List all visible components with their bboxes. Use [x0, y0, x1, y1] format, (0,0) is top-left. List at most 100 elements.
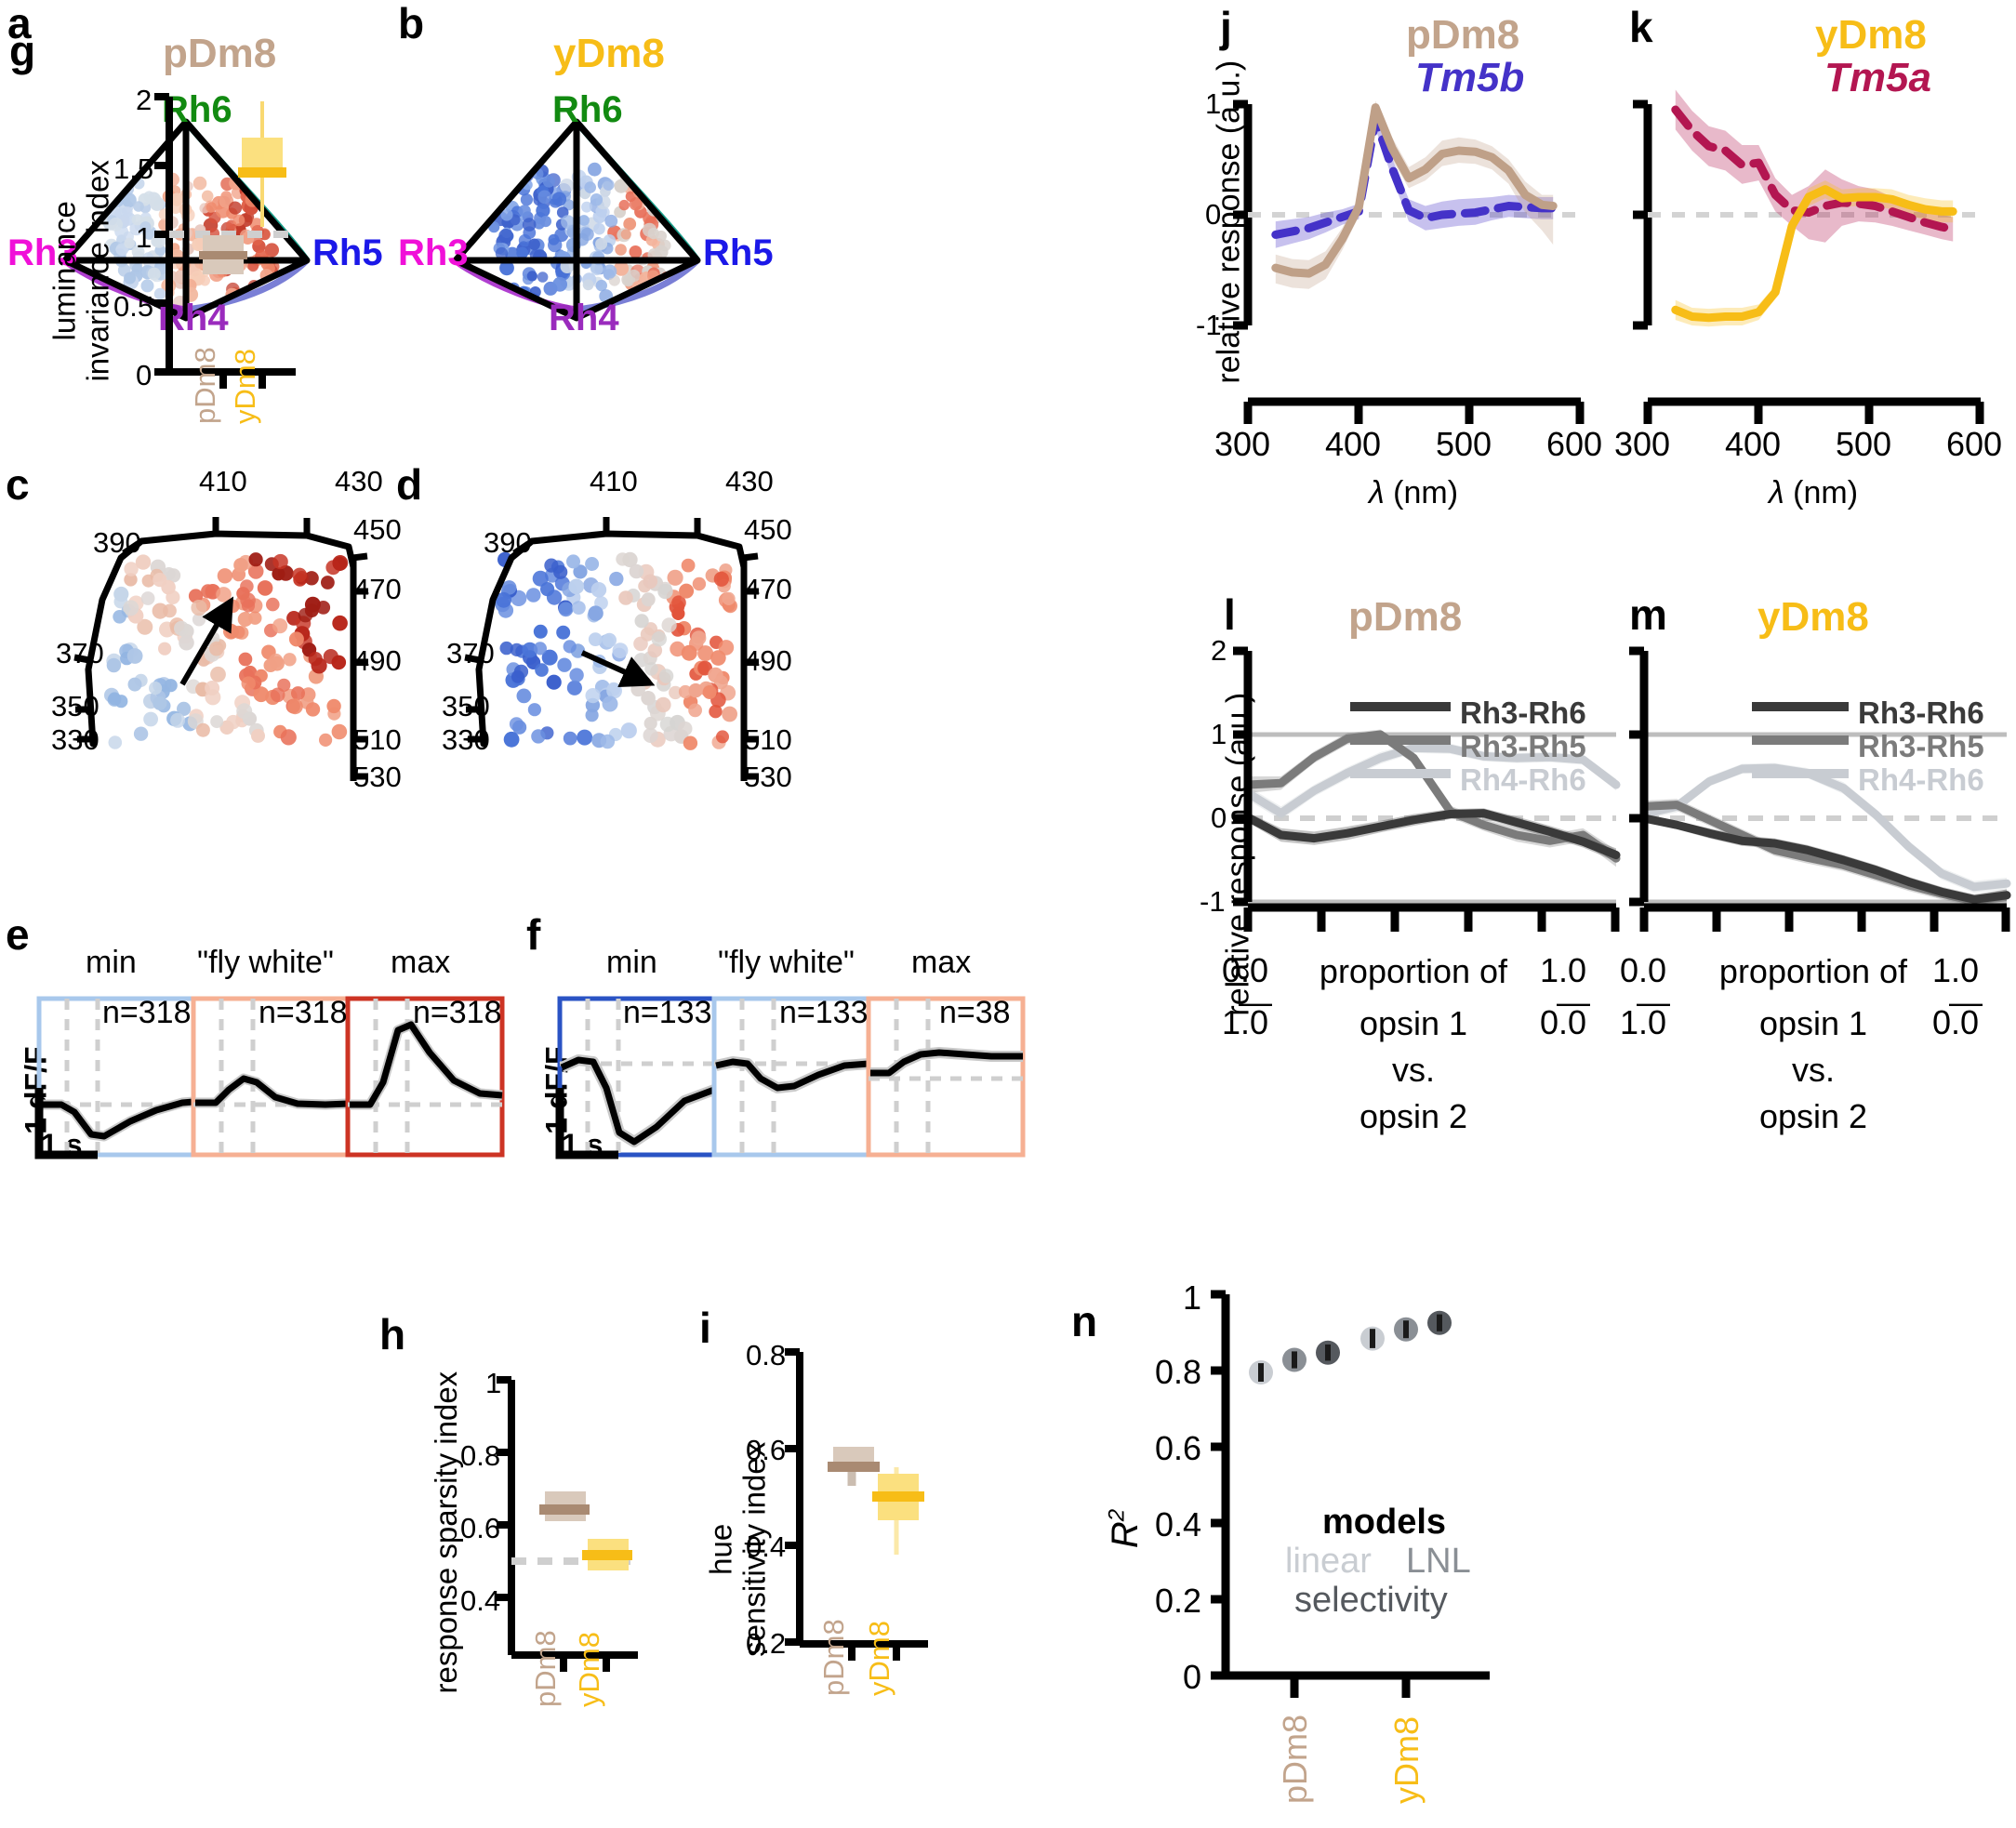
panel-k-xaxis — [1643, 397, 1984, 424]
xtick-400: 400 — [1325, 425, 1382, 463]
xtick-left-bottom: 1.0 — [1620, 1003, 1667, 1041]
annotation-linear: linear — [1285, 1542, 1372, 1581]
xtick-right-bottom: 0.0 — [1540, 1003, 1587, 1041]
ytick-0p2: 0.2 — [1155, 1582, 1202, 1620]
tick-390: 390 — [484, 526, 532, 559]
n-label-3: n=318 — [413, 995, 502, 1030]
tick-450: 450 — [744, 513, 792, 546]
trace-label-min: min — [606, 945, 657, 980]
legend-swatches — [1350, 702, 1451, 778]
xtick-right-divider: — — [1949, 983, 1983, 1021]
xtick-ydm8: yDm8 — [229, 349, 261, 424]
n-label-1: n=318 — [102, 995, 192, 1030]
ytick-0p4: 0.4 — [460, 1584, 501, 1617]
xtick-300: 300 — [1614, 425, 1671, 463]
panel-k-plot — [1633, 89, 1981, 330]
panel-j-subtitle: Tm5b — [1415, 55, 1525, 100]
ytick-1: 1 — [1183, 1278, 1202, 1317]
lambda-unit: (nm) — [1393, 475, 1459, 510]
xtick-right-divider: — — [1557, 983, 1590, 1021]
panel-i: i hue sensitivity index 0.8 0.6 0.4 0.2 … — [660, 1283, 976, 1822]
xtick-500: 500 — [1836, 425, 1892, 463]
n-label-1: n=133 — [623, 995, 712, 1030]
vertex-label-rh3: Rh3 — [7, 232, 78, 273]
xtick-400: 400 — [1725, 425, 1782, 463]
xtick-pdm8: pDm8 — [529, 1630, 562, 1707]
panel-f: f min "fly white" max 1 dF/F 1 s n=133 n… — [521, 893, 1041, 1172]
panel-f-letter: f — [526, 910, 541, 959]
lambda-symbol: λ — [1368, 475, 1385, 510]
panel-m: m yDm8 Rh3-Rh6 Rh3-Rh5 Rh4-Rh6 0.0 — 1.0… — [1618, 576, 2016, 1255]
panel-l-xlabel-line4: opsin 2 — [1359, 1097, 1468, 1135]
panel-c-plot — [73, 517, 368, 781]
panel-g-plot — [154, 93, 298, 389]
ytick-0p5: 0.5 — [113, 290, 154, 323]
ytick-0p8: 0.8 — [460, 1439, 501, 1472]
panel-b: b yDm8 Rh6 Rh3 Rh5 Rh4 — [391, 0, 781, 338]
xtick-right-top: 1.0 — [1932, 951, 1980, 989]
ytick-0p8: 0.8 — [746, 1339, 787, 1371]
panel-m-title: yDm8 — [1757, 594, 1869, 640]
trace-label-max: max — [391, 945, 451, 980]
vertex-label-rh6: Rh6 — [552, 89, 623, 130]
panel-l-xlabel-line3: vs. — [1391, 1051, 1435, 1089]
vertex-label-rh5: Rh5 — [703, 232, 774, 273]
ytick-neg1: -1 — [1200, 885, 1226, 918]
trace-label-max: max — [911, 945, 972, 980]
panel-b-title: yDm8 — [553, 31, 665, 76]
panel-h: h response sparsity index 1 0.8 0.6 0.4 … — [363, 1283, 679, 1822]
tick-430: 430 — [725, 465, 774, 497]
panel-m-xlabel-line2: opsin 1 — [1758, 1004, 1868, 1042]
xtick-pdm8: pDm8 — [189, 347, 221, 424]
panel-i-plot — [785, 1348, 928, 1661]
xtick-left-top: 0.0 — [1222, 951, 1269, 989]
n-label-2: n=133 — [779, 995, 869, 1030]
lambda-symbol: λ — [1768, 475, 1784, 510]
panel-m-xlabel-line3: vs. — [1791, 1051, 1835, 1089]
xtick-600: 600 — [1546, 425, 1603, 463]
trace-label-flywhite: "fly white" — [197, 945, 334, 980]
tick-450: 450 — [353, 513, 402, 546]
xtick-ydm8: yDm8 — [1387, 1715, 1426, 1804]
legend-swatches — [1752, 702, 1849, 778]
panel-m-xlabel-line1: proportion of — [1718, 952, 1908, 990]
lambda-unit: (nm) — [1793, 475, 1859, 510]
legend-label-rh3rh6: Rh3-Rh6 — [1460, 695, 1586, 730]
tick-390: 390 — [93, 526, 141, 559]
legend-label-rh3rh5: Rh3-Rh5 — [1858, 729, 1984, 763]
ytick-0: 0 — [1183, 1658, 1202, 1696]
legend-label-rh4rh6: Rh4-Rh6 — [1460, 762, 1586, 797]
panel-d-letter: d — [396, 460, 423, 509]
xtick-left-divider: — — [1637, 983, 1670, 1021]
tick-410: 410 — [199, 465, 247, 497]
panel-n-plot — [1211, 1290, 1490, 1698]
panel-k-xlabel: λ (nm) — [1720, 476, 1906, 510]
panel-c-letter: c — [6, 460, 30, 509]
panel-b-letter: b — [398, 0, 425, 47]
ytick-0p6: 0.6 — [746, 1434, 787, 1466]
panel-h-plot — [497, 1376, 640, 1672]
panel-i-letter: i — [699, 1304, 711, 1352]
vertex-label-rh6: Rh6 — [162, 89, 232, 130]
annotation-models: models — [1322, 1503, 1447, 1542]
ytick-0p6: 0.6 — [1155, 1429, 1202, 1467]
ytick-0: 0 — [136, 359, 153, 391]
panel-l-letter: l — [1224, 590, 1236, 639]
xtick-500: 500 — [1436, 425, 1492, 463]
panel-j: j pDm8 Tm5b relative response (a.u.) 1 0… — [1172, 0, 1609, 558]
panel-b-tetrahedron — [391, 88, 781, 335]
xtick-ydm8: yDm8 — [573, 1632, 605, 1707]
ytick-0p4: 0.4 — [746, 1530, 787, 1563]
panel-e: e min "fly white" max 1 dF/F 1 s n=318 n… — [0, 893, 521, 1172]
xtick-left-bottom: 1.0 — [1222, 1003, 1269, 1041]
panel-d-plot — [464, 517, 759, 781]
legend-label-rh4rh6: Rh4-Rh6 — [1858, 762, 1984, 797]
panel-g-letter: g — [9, 27, 36, 75]
vertex-label-rh4: Rh4 — [549, 298, 619, 338]
panel-a-title: pDm8 — [163, 31, 277, 76]
ytick-neg1: -1 — [1196, 309, 1222, 341]
ytick-1: 1 — [1205, 87, 1222, 120]
panel-d: d 410 430 390 370 350 330 450 470 490 51… — [391, 456, 792, 818]
panel-e-traces — [34, 996, 505, 1159]
ytick-1: 1 — [485, 1367, 502, 1399]
